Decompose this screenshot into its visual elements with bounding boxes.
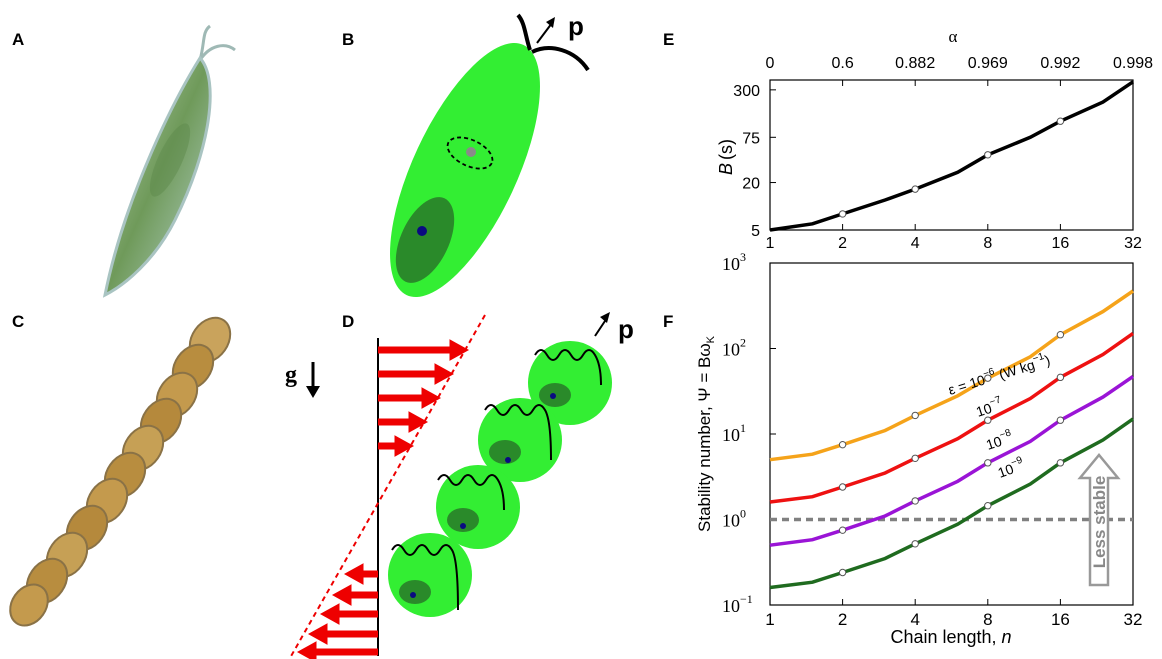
p-vector-label: p [568, 11, 584, 41]
y-tick-label: 102 [722, 336, 746, 360]
data-point [1056, 416, 1065, 424]
top-tick-label: 0.882 [895, 55, 935, 72]
data-point [911, 185, 919, 193]
top-tick-label: 0.992 [1040, 55, 1080, 72]
chart-e: α 0 0.6 0.882 0.969 0.992 0.998 5 20 75 300 1 2 4 8… [716, 27, 1153, 252]
panel-label-e: E [663, 30, 675, 49]
panel-label-a: A [12, 30, 25, 49]
top-tick-label: 0.969 [968, 55, 1008, 72]
cell-body-icon [390, 43, 540, 297]
flagellum-icon [198, 24, 236, 61]
data-point [838, 526, 847, 534]
data-point [984, 374, 992, 382]
center-of-mass-icon [446, 136, 494, 170]
chain-cells [388, 341, 612, 617]
panel-c-micrograph [9, 316, 232, 627]
x-tick-label: 16 [1052, 235, 1070, 252]
panel-label-f: F [663, 312, 674, 331]
series-line [769, 417, 1135, 590]
panel-label-b: B [342, 30, 355, 49]
flagellum-icon [531, 46, 590, 72]
chain-cell [528, 341, 612, 425]
data-point [984, 416, 992, 424]
data-point [984, 502, 992, 510]
x-tick-label: 2 [838, 235, 847, 252]
x-tick-label: 2 [838, 610, 847, 629]
panel-label-c: C [12, 312, 25, 331]
data-point [1056, 331, 1065, 339]
shear-arrows [296, 339, 470, 659]
y-tick-label: 20 [742, 176, 760, 193]
series-line [769, 289, 1134, 462]
top-tick-label: 0.6 [831, 55, 853, 72]
data-point [911, 540, 919, 548]
chart-f-xlabel: Chain length, n [890, 627, 1011, 647]
y-tick-label: 10−1 [722, 592, 753, 616]
data-point [911, 411, 919, 420]
chain-cell [478, 398, 562, 482]
panel-b-schematic: p [390, 11, 590, 297]
nucleus-icon [417, 226, 427, 236]
data-point [911, 454, 919, 462]
less-stable-label: Less stable [1090, 476, 1109, 569]
data-point [1056, 459, 1065, 467]
y-tick-label: 103 [722, 250, 746, 274]
x-tick-label: 4 [911, 235, 920, 252]
chart-f-ylabel: Stability number, Ψ = BωK [695, 335, 717, 532]
data-point [984, 459, 992, 467]
panel-a-micrograph [102, 24, 236, 298]
series-label-1e-6: ε = 10−6 (W kg−1) [946, 350, 1052, 398]
y-tick-label: 5 [751, 223, 760, 240]
chain-icon [9, 316, 232, 627]
x-tick-label: 8 [983, 235, 992, 252]
chart-e-ylabel: B(s) [716, 139, 736, 175]
shear-profile-line [289, 314, 486, 659]
x-tick-label: 4 [910, 610, 919, 629]
y-tick-label: 300 [733, 83, 760, 100]
direction-arrow-icon [536, 22, 553, 44]
x-tick-label: 1 [765, 610, 774, 629]
data-point [1056, 117, 1065, 125]
y-tick-label: 75 [742, 130, 760, 147]
data-point [838, 440, 847, 449]
data-point [838, 568, 847, 577]
nucleus-region-icon [395, 197, 455, 283]
series-label-1e-8: 10−8 [983, 427, 1015, 453]
chart-f: 10−1 100 101 102 103 1 2 4 8 16 32 Less stable ε … [695, 250, 1143, 647]
p-vector-label: p [618, 314, 634, 344]
top-axis-label: α [949, 27, 958, 46]
data-point [984, 151, 992, 159]
data-point [1056, 373, 1065, 382]
data-point [838, 483, 847, 491]
x-tick-label: 16 [1051, 610, 1070, 629]
flagellum-icon [516, 13, 532, 51]
y-tick-label: 100 [722, 507, 746, 531]
gravity-label: g [285, 362, 297, 388]
chart-f-frame [769, 262, 1134, 606]
x-tick-label: 32 [1124, 235, 1142, 252]
chart-e-frame [769, 79, 1134, 231]
top-tick-label: 0 [766, 55, 775, 72]
x-tick-label: 8 [983, 610, 992, 629]
chain-cell [388, 533, 472, 617]
top-tick-label: 0.998 [1113, 55, 1153, 72]
panel-label-d: D [342, 312, 355, 331]
less-stable-arrow-icon: Less stable [1077, 453, 1121, 587]
y-tick-label: 101 [722, 421, 746, 445]
x-tick-label: 1 [766, 235, 775, 252]
series-line [769, 80, 1134, 232]
series-label-1e-9: 10−9 [995, 455, 1027, 481]
data-point [911, 497, 919, 505]
series-line [769, 331, 1135, 504]
series-label-1e-7: 10−7 [973, 394, 1005, 420]
x-tick-label: 32 [1124, 610, 1143, 629]
data-point [838, 210, 847, 218]
panel-d-schematic: g [285, 312, 634, 659]
chain-cell [436, 465, 520, 549]
series-line [769, 375, 1134, 547]
